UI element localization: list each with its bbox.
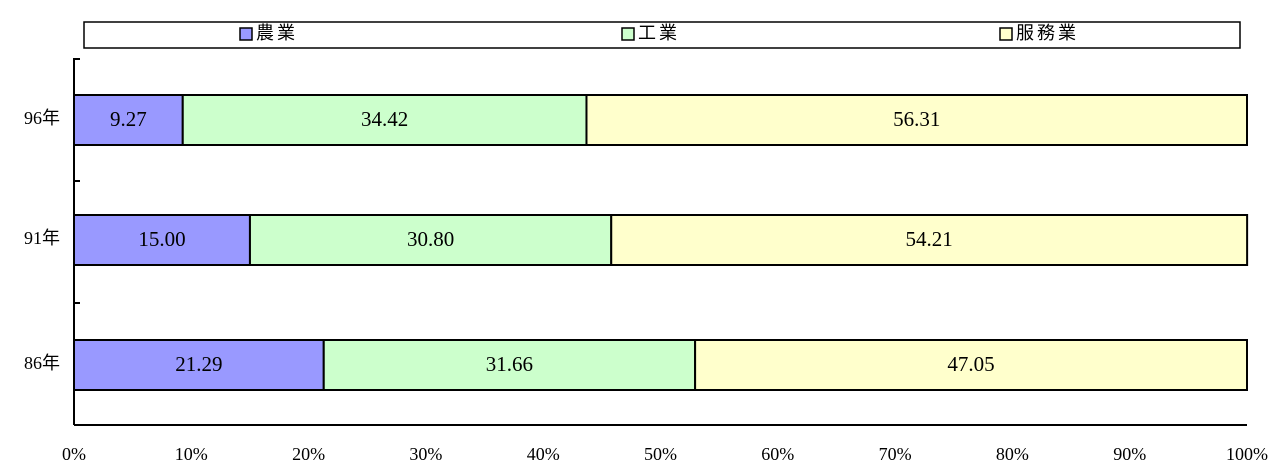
value-label: 15.00 bbox=[138, 227, 185, 251]
x-tick-label: 40% bbox=[527, 444, 560, 464]
x-tick-label: 90% bbox=[1113, 444, 1146, 464]
value-label: 47.05 bbox=[947, 352, 994, 376]
x-tick-label: 80% bbox=[996, 444, 1029, 464]
bar-segment bbox=[694, 339, 1248, 391]
value-label: 30.80 bbox=[407, 227, 454, 251]
value-label: 31.66 bbox=[486, 352, 533, 376]
value-label: 21.29 bbox=[175, 352, 222, 376]
x-tick-label: 0% bbox=[62, 444, 86, 464]
legend-label: 農業 bbox=[256, 23, 298, 43]
x-tick-label: 100% bbox=[1226, 444, 1268, 464]
value-label: 9.27 bbox=[110, 107, 147, 131]
bar-segment bbox=[585, 94, 1248, 146]
y-tick-label: 96年 bbox=[24, 108, 60, 128]
x-tick-label: 50% bbox=[644, 444, 677, 464]
value-label: 56.31 bbox=[893, 107, 940, 131]
legend-label: 工業 bbox=[638, 23, 680, 43]
legend-swatch bbox=[239, 27, 253, 41]
x-tick-label: 30% bbox=[409, 444, 442, 464]
value-label: 34.42 bbox=[361, 107, 408, 131]
y-tick-label: 91年 bbox=[24, 228, 60, 248]
legend-swatch bbox=[621, 27, 635, 41]
bar-segment bbox=[73, 214, 251, 266]
bar-segment bbox=[181, 94, 588, 146]
x-tick-label: 70% bbox=[879, 444, 912, 464]
y-tick-label: 86年 bbox=[24, 353, 60, 373]
legend-swatch bbox=[999, 27, 1013, 41]
value-label: 54.21 bbox=[906, 227, 953, 251]
x-tick-label: 60% bbox=[761, 444, 794, 464]
x-tick-label: 10% bbox=[175, 444, 208, 464]
legend-box bbox=[83, 21, 1241, 49]
bar-segment bbox=[610, 214, 1249, 266]
legend-label: 服務業 bbox=[1016, 23, 1079, 43]
bar-segment bbox=[322, 339, 697, 391]
x-tick-label: 20% bbox=[292, 444, 325, 464]
